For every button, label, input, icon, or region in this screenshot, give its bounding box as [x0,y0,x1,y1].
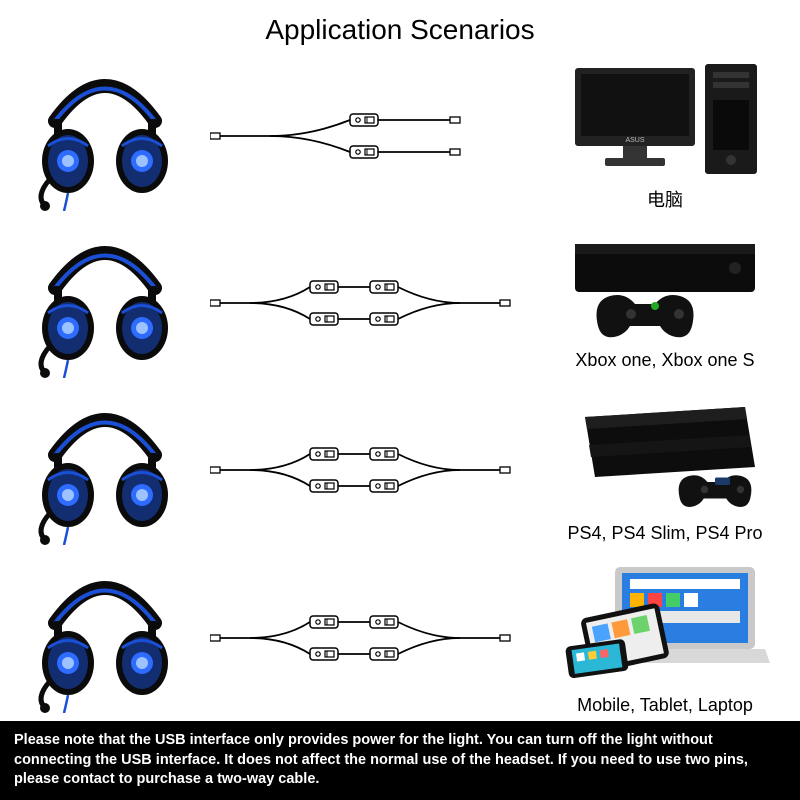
headset-icon [30,395,180,545]
device-label: 电脑 [647,186,683,212]
page-title: Application Scenarios [0,0,800,52]
cable-cell [190,96,550,176]
cable-icon [210,96,530,176]
scenario-rows: ASUS 电脑 [0,52,800,721]
headset-icon [30,563,180,713]
scenario-row: Mobile, Tablet, Laptop [20,558,780,718]
footer-note: Please note that the USB interface only … [0,721,800,800]
device-label: PS4, PS4 Slim, PS4 Pro [567,523,762,544]
scenario-row: ASUS 电脑 [20,56,780,216]
device-label: Mobile, Tablet, Laptop [577,695,753,716]
mobile-devices-icon [560,559,770,689]
headset-cell [20,228,190,378]
cable-cell [190,263,550,343]
headset-cell [20,61,190,211]
device-label: Xbox one, Xbox one S [575,350,754,371]
scenario-row: Xbox one, Xbox one S [20,223,780,383]
cable-icon [210,430,530,510]
device-cell: ASUS 电脑 [550,60,780,212]
device-cell: Xbox one, Xbox one S [550,234,780,371]
cable-cell [190,430,550,510]
headset-icon [30,228,180,378]
pc-icon: ASUS [565,60,765,180]
cable-icon [210,598,530,678]
scenario-row: PS4, PS4 Slim, PS4 Pro [20,390,780,550]
cable-cell [190,598,550,678]
device-cell: Mobile, Tablet, Laptop [550,559,780,716]
headset-icon [30,61,180,211]
ps4-icon [565,397,765,517]
svg-text:ASUS: ASUS [625,137,644,144]
xbox-icon [565,234,765,344]
headset-cell [20,395,190,545]
headset-cell [20,563,190,713]
device-cell: PS4, PS4 Slim, PS4 Pro [550,397,780,544]
cable-icon [210,263,530,343]
